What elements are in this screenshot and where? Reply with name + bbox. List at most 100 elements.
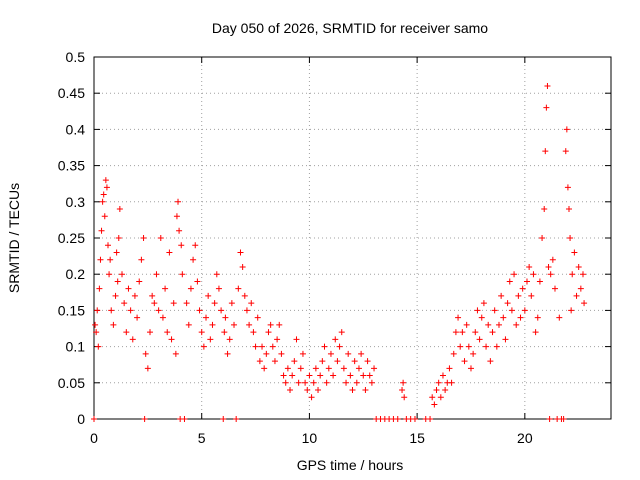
data-point	[102, 177, 109, 184]
data-point	[162, 285, 169, 292]
x-axis-label: GPS time / hours	[297, 457, 404, 473]
data-point	[347, 372, 354, 379]
data-point	[577, 285, 584, 292]
data-point	[129, 336, 136, 343]
data-point	[371, 365, 378, 372]
data-point	[246, 321, 253, 328]
data-point	[480, 300, 487, 307]
data-point	[485, 321, 492, 328]
data-point	[164, 329, 171, 336]
data-point	[364, 358, 371, 365]
x-axis: 0 5 10 15 20	[90, 57, 533, 446]
data-point	[437, 394, 444, 401]
data-point	[564, 184, 571, 191]
data-point	[218, 307, 225, 314]
data-point	[549, 256, 556, 263]
data-point	[159, 314, 166, 321]
data-point	[108, 307, 115, 314]
data-point	[224, 350, 231, 357]
data-point	[256, 358, 263, 365]
data-point	[141, 416, 148, 422]
data-point	[103, 184, 110, 191]
data-point	[194, 278, 201, 285]
chart-title: Day 050 of 2026, SRMTID for receiver sam…	[212, 20, 488, 36]
data-point	[526, 263, 533, 270]
x-tick-label: 20	[517, 430, 533, 446]
data-point	[506, 278, 513, 285]
data-point	[476, 336, 483, 343]
data-point	[284, 365, 291, 372]
data-point	[487, 358, 494, 365]
data-point	[265, 329, 272, 336]
data-point	[261, 365, 268, 372]
data-point	[551, 285, 558, 292]
data-point	[138, 256, 145, 263]
y-tick-label: 0.3	[66, 194, 86, 210]
data-point	[263, 350, 270, 357]
data-point	[226, 336, 233, 343]
data-point	[213, 271, 220, 278]
data-point	[175, 198, 182, 205]
data-point	[91, 416, 97, 422]
data-point	[151, 300, 158, 307]
data-point	[502, 336, 509, 343]
data-point	[310, 379, 317, 386]
data-point	[98, 227, 105, 234]
data-point	[353, 379, 360, 386]
data-point	[579, 271, 586, 278]
data-point	[198, 329, 205, 336]
data-point	[134, 314, 141, 321]
data-point	[515, 292, 522, 299]
data-point	[170, 300, 177, 307]
data-point	[110, 321, 117, 328]
data-point	[136, 278, 143, 285]
data-point	[243, 307, 250, 314]
data-point	[400, 379, 407, 386]
data-point	[207, 336, 214, 343]
y-tick-label: 0	[77, 411, 85, 427]
data-point	[427, 416, 434, 422]
data-point	[338, 329, 345, 336]
data-point	[200, 343, 207, 350]
data-point	[532, 329, 539, 336]
data-point	[465, 343, 472, 350]
data-point	[116, 206, 123, 213]
data-point	[366, 372, 373, 379]
data-point	[504, 300, 511, 307]
plot-frame	[93, 56, 612, 420]
data-point	[360, 372, 367, 379]
data-point	[534, 314, 541, 321]
data-point	[542, 148, 549, 155]
data-point	[568, 307, 575, 314]
data-point	[530, 271, 537, 278]
data-point	[336, 343, 343, 350]
data-point	[287, 387, 294, 394]
data-point	[166, 249, 173, 256]
data-point	[209, 321, 216, 328]
data-point	[157, 235, 164, 241]
data-point	[239, 263, 246, 270]
data-point	[144, 365, 151, 372]
data-point	[254, 314, 261, 321]
data-point	[448, 379, 455, 386]
data-point	[511, 271, 518, 278]
x-tick-label: 10	[302, 430, 318, 446]
data-point	[461, 358, 468, 365]
data-point	[276, 321, 283, 328]
data-point	[513, 321, 520, 328]
data-point	[439, 372, 446, 379]
data-point	[351, 358, 358, 365]
data-point	[308, 394, 315, 401]
data-point	[241, 292, 248, 299]
data-point	[401, 394, 408, 401]
data-point	[113, 249, 120, 256]
data-point	[187, 285, 194, 292]
data-point	[173, 213, 180, 220]
data-point	[493, 343, 500, 350]
data-point	[221, 329, 228, 336]
data-point	[332, 336, 339, 343]
data-point	[295, 379, 302, 386]
data-point	[545, 263, 552, 270]
data-point	[248, 300, 255, 307]
data-point	[429, 394, 436, 401]
